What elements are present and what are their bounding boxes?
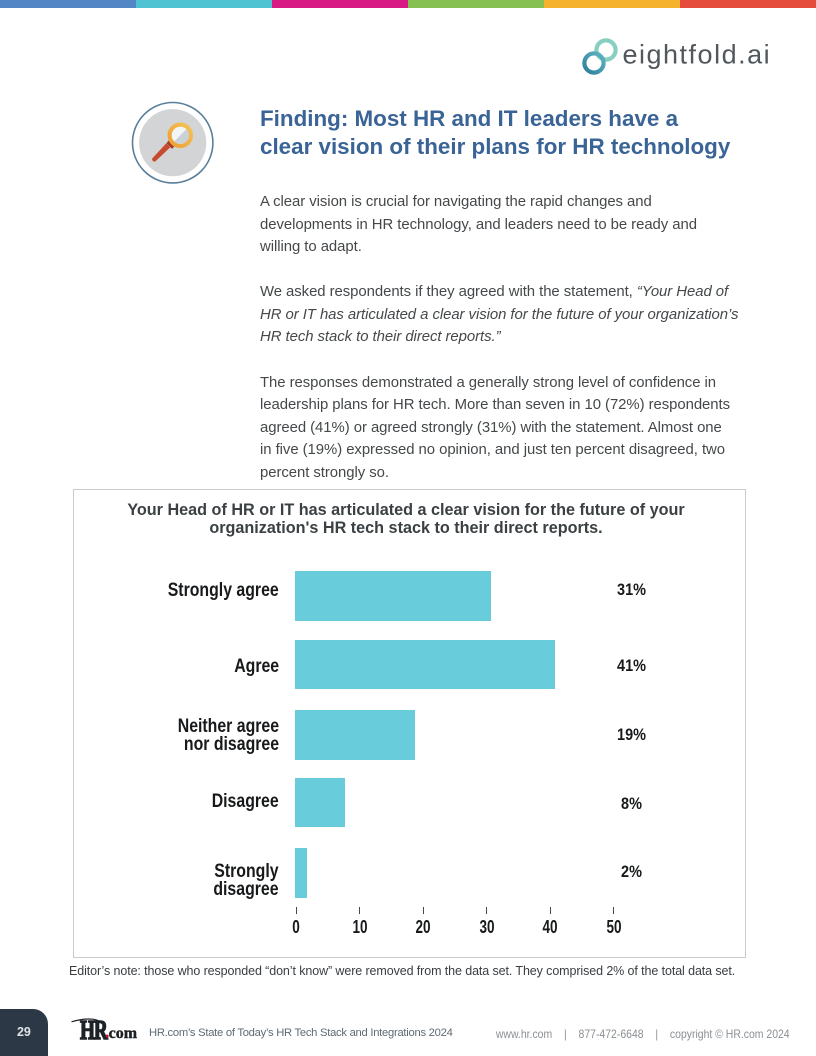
svg-text:eightfold.ai: eightfold.ai xyxy=(623,39,772,69)
svg-text:com: com xyxy=(109,1025,138,1042)
svg-text:HR: HR xyxy=(80,1016,109,1046)
